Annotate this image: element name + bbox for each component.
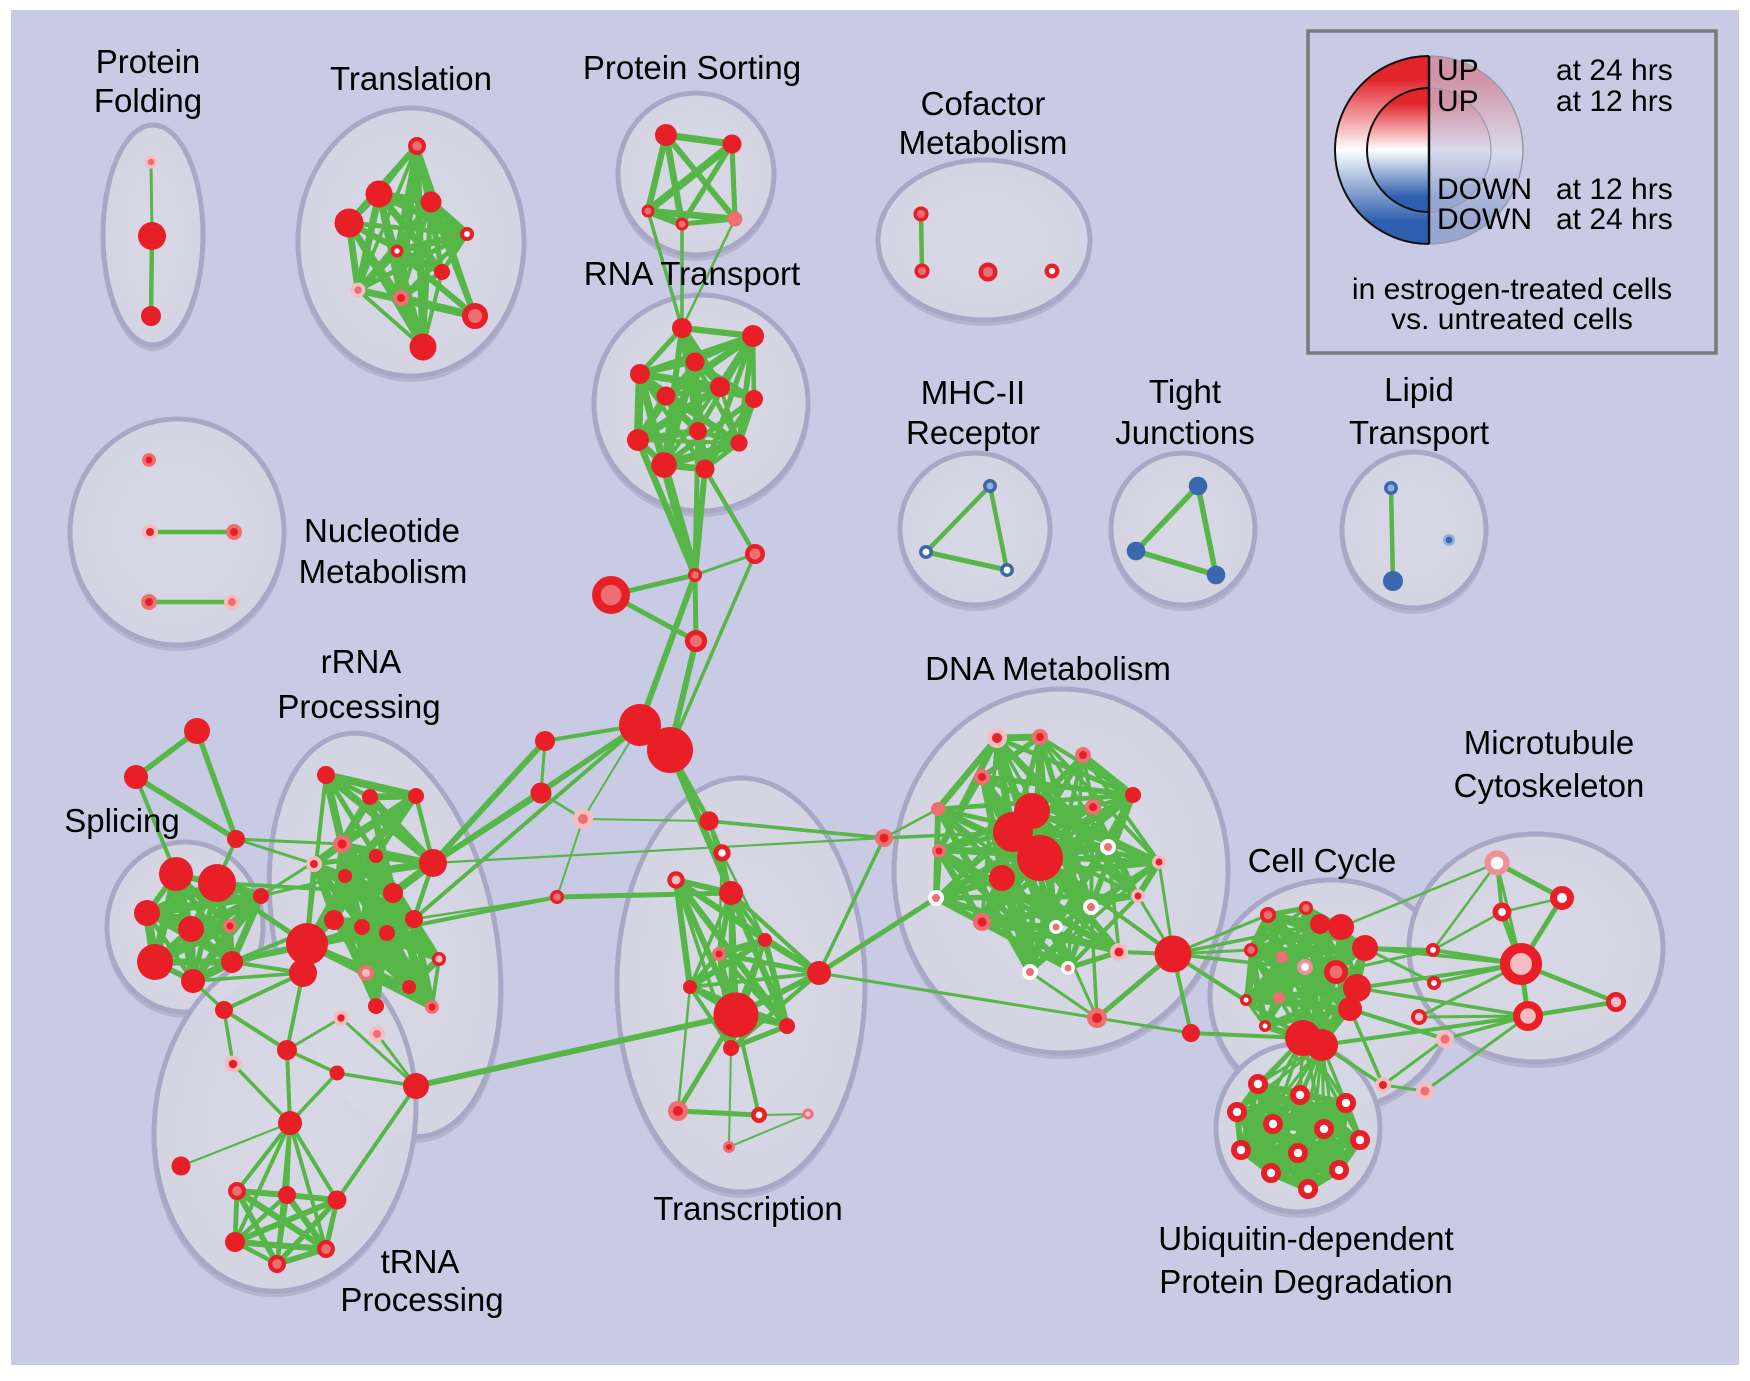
svg-text:Metabolism: Metabolism xyxy=(299,553,468,590)
svg-text:Receptor: Receptor xyxy=(906,414,1040,451)
svg-text:rRNA: rRNA xyxy=(321,643,402,680)
svg-text:Metabolism: Metabolism xyxy=(899,124,1068,161)
svg-text:DNA Metabolism: DNA Metabolism xyxy=(925,650,1171,687)
svg-text:tRNA: tRNA xyxy=(381,1243,460,1280)
svg-text:at 12 hrs: at 12 hrs xyxy=(1556,173,1673,206)
svg-text:Nucleotide: Nucleotide xyxy=(304,512,460,549)
svg-text:MHC-II: MHC-II xyxy=(921,374,1025,411)
svg-text:vs. untreated cells: vs. untreated cells xyxy=(1391,303,1633,336)
svg-text:Tight: Tight xyxy=(1149,373,1221,410)
svg-text:UP: UP xyxy=(1437,54,1479,87)
svg-text:Cytoskeleton: Cytoskeleton xyxy=(1454,767,1645,804)
svg-text:at 12 hrs: at 12 hrs xyxy=(1556,85,1673,118)
svg-text:Ubiquitin-dependent: Ubiquitin-dependent xyxy=(1158,1220,1453,1257)
svg-text:Transcription: Transcription xyxy=(653,1190,843,1227)
svg-text:Junctions: Junctions xyxy=(1115,414,1254,451)
svg-text:at 24 hrs: at 24 hrs xyxy=(1556,54,1673,87)
svg-text:Processing: Processing xyxy=(277,688,440,725)
svg-text:Protein: Protein xyxy=(96,43,201,80)
svg-text:Microtubule: Microtubule xyxy=(1464,724,1635,761)
svg-text:Processing: Processing xyxy=(340,1281,503,1318)
svg-text:DOWN: DOWN xyxy=(1437,203,1532,236)
svg-text:in estrogen-treated cells: in estrogen-treated cells xyxy=(1352,273,1672,306)
svg-text:RNA Transport: RNA Transport xyxy=(584,255,800,292)
svg-text:Transport: Transport xyxy=(1349,414,1489,451)
svg-text:UP: UP xyxy=(1437,85,1479,118)
svg-text:Lipid: Lipid xyxy=(1384,371,1454,408)
svg-text:Protein Sorting: Protein Sorting xyxy=(583,49,801,86)
svg-text:Protein Degradation: Protein Degradation xyxy=(1159,1263,1453,1300)
svg-text:Translation: Translation xyxy=(330,60,492,97)
svg-text:DOWN: DOWN xyxy=(1437,173,1532,206)
svg-text:Splicing: Splicing xyxy=(64,802,180,839)
svg-text:Cofactor: Cofactor xyxy=(921,85,1046,122)
svg-text:Folding: Folding xyxy=(94,82,202,119)
svg-text:at 24 hrs: at 24 hrs xyxy=(1556,203,1673,236)
svg-text:Cell Cycle: Cell Cycle xyxy=(1248,842,1397,879)
